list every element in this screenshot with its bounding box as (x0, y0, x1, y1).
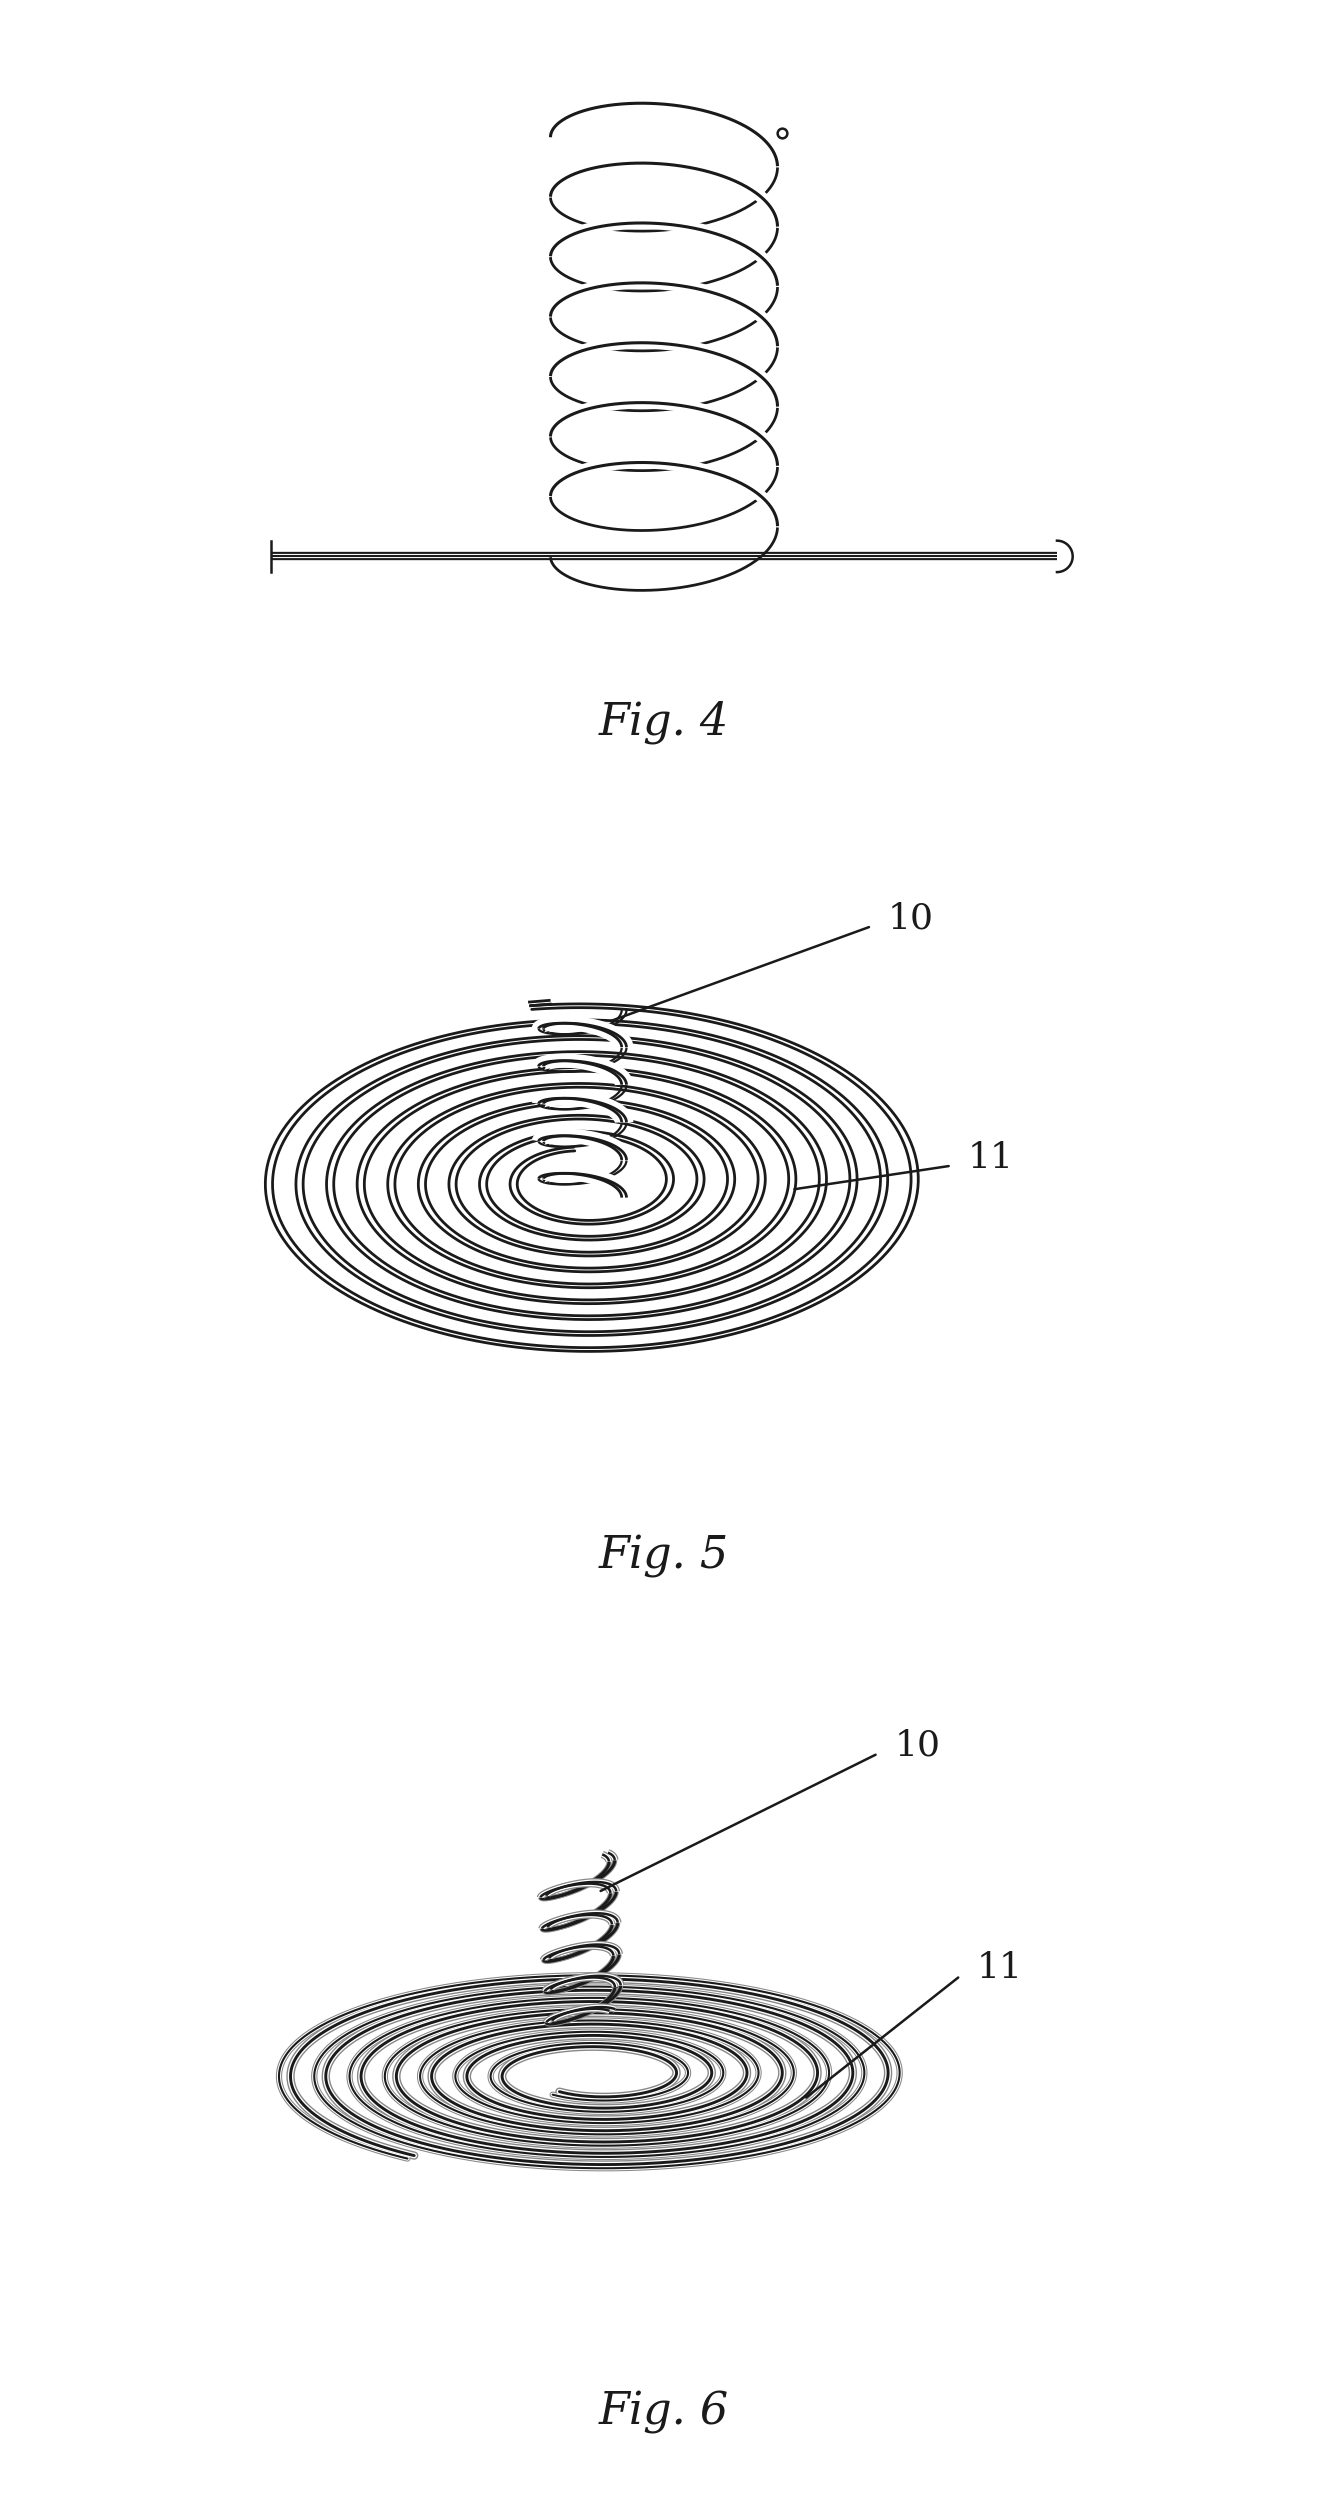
Text: Fig. 6: Fig. 6 (599, 2390, 729, 2433)
Text: 10: 10 (895, 1729, 940, 1761)
Text: 11: 11 (977, 1951, 1023, 1984)
Text: Fig. 5: Fig. 5 (599, 1534, 729, 1579)
Text: 10: 10 (887, 901, 934, 936)
Text: 11: 11 (967, 1140, 1013, 1175)
Text: Fig. 4: Fig. 4 (599, 701, 729, 744)
